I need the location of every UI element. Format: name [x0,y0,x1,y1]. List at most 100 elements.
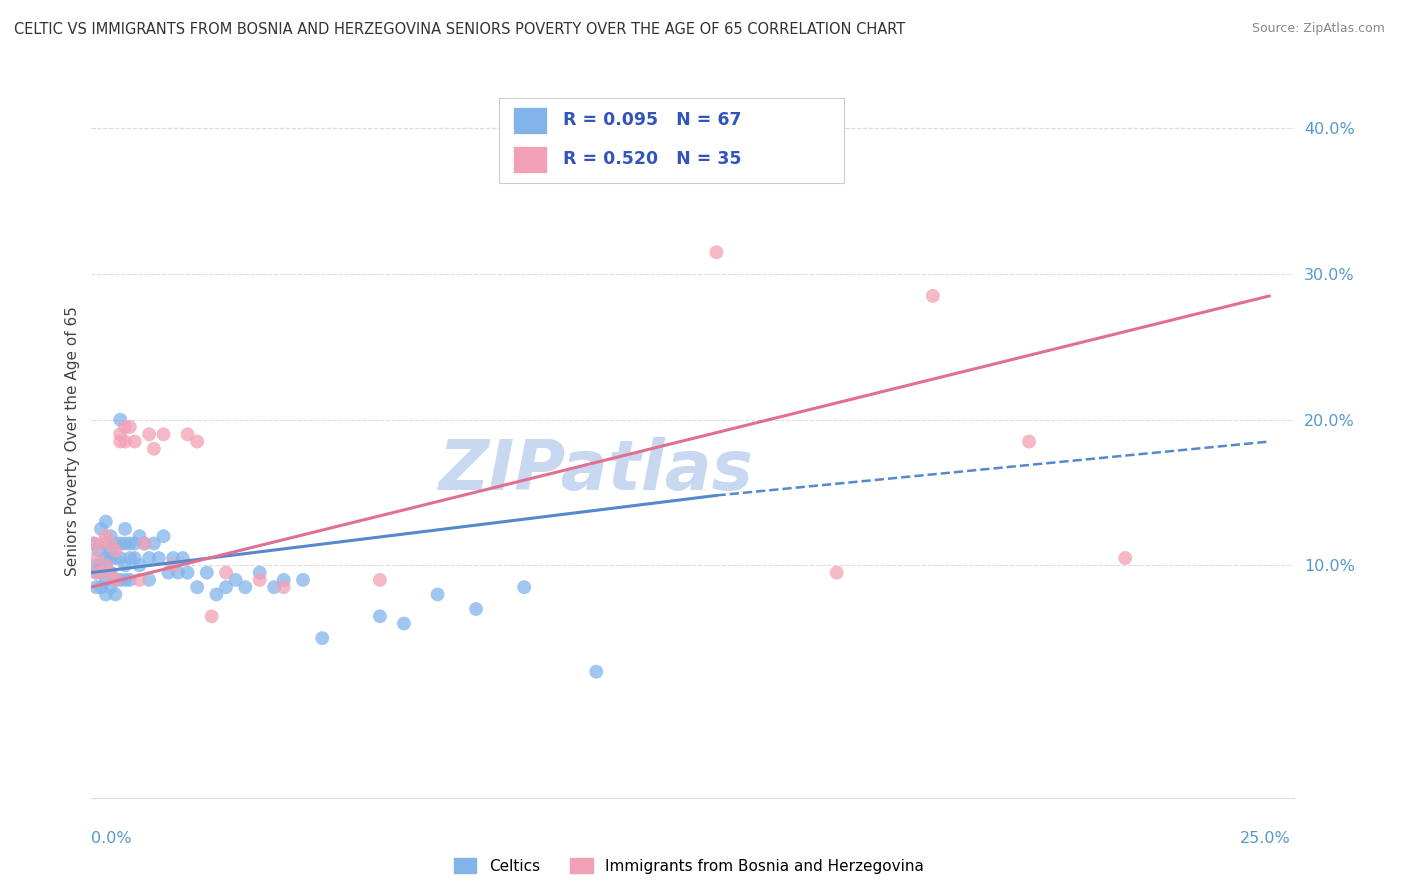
Point [84,558,107,573]
Point [90,566,112,580]
Point [100,529,122,543]
Point [114,434,136,449]
Point [84,580,107,594]
Point [128,558,150,573]
Point [368,609,391,624]
Point [134,536,156,550]
Point [83,536,105,550]
Point [94,573,117,587]
Point [176,427,198,442]
Point [110,573,132,587]
Point [142,536,165,550]
Text: ZIPatlas: ZIPatlas [439,436,754,504]
Point [104,573,127,587]
Point [124,536,146,550]
Point [1114,551,1136,566]
Point [100,566,122,580]
Point [134,536,156,550]
Point [118,536,141,550]
Point [426,587,449,601]
Point [90,536,112,550]
Point [104,536,127,550]
Point [162,551,184,566]
Y-axis label: Seniors Poverty Over the Age of 65: Seniors Poverty Over the Age of 65 [65,307,80,576]
Point [138,427,160,442]
Point [311,631,333,645]
Point [186,434,208,449]
Point [215,580,238,594]
Point [94,529,117,543]
Point [138,573,160,587]
Point [152,529,174,543]
Text: Source: ZipAtlas.com: Source: ZipAtlas.com [1251,22,1385,36]
Point [138,551,160,566]
Point [157,566,180,580]
Point [90,580,112,594]
Text: CELTIC VS IMMIGRANTS FROM BOSNIA AND HERZEGOVINA SENIORS POVERTY OVER THE AGE OF: CELTIC VS IMMIGRANTS FROM BOSNIA AND HER… [14,22,905,37]
Point [118,420,141,434]
Point [172,551,194,566]
Point [94,587,117,601]
Point [148,551,170,566]
Point [100,536,122,550]
Point [186,580,208,594]
Point [90,566,112,580]
Point [90,558,112,573]
Point [84,566,107,580]
Point [94,515,117,529]
Point [114,573,136,587]
Point [291,573,314,587]
Point [215,566,238,580]
Text: 25.0%: 25.0% [1240,831,1291,847]
Point [233,580,256,594]
Point [176,566,198,580]
Point [118,573,141,587]
Point [128,573,150,587]
Point [100,566,122,580]
Point [706,245,728,260]
Legend: Celtics, Immigrants from Bosnia and Herzegovina: Celtics, Immigrants from Bosnia and Herz… [447,852,931,880]
Point [124,551,146,566]
Point [167,566,190,580]
Point [392,616,415,631]
Point [162,558,184,573]
Point [94,536,117,550]
Point [84,566,107,580]
Point [1018,434,1040,449]
Point [110,536,132,550]
Point [114,420,136,434]
Point [152,427,174,442]
Point [114,536,136,550]
Point [110,427,132,442]
Point [273,573,295,587]
Point [110,434,132,449]
Point [110,413,132,427]
Point [94,558,117,573]
Point [205,587,228,601]
Point [368,573,391,587]
Point [201,609,224,624]
Point [124,434,146,449]
Point [83,536,105,550]
Point [922,289,945,303]
Point [110,551,132,566]
Point [104,573,127,587]
Point [142,442,165,456]
Point [104,551,127,566]
Point [195,566,218,580]
Point [465,602,488,616]
Point [825,566,848,580]
Point [249,566,271,580]
Point [118,551,141,566]
Point [114,522,136,536]
Point [94,558,117,573]
Point [273,580,295,594]
Point [84,551,107,566]
Point [104,587,127,601]
Point [249,573,271,587]
Point [100,551,122,566]
Point [87,543,110,558]
Text: R = 0.095   N = 67: R = 0.095 N = 67 [562,112,741,129]
Text: 0.0%: 0.0% [91,831,132,847]
Point [114,558,136,573]
